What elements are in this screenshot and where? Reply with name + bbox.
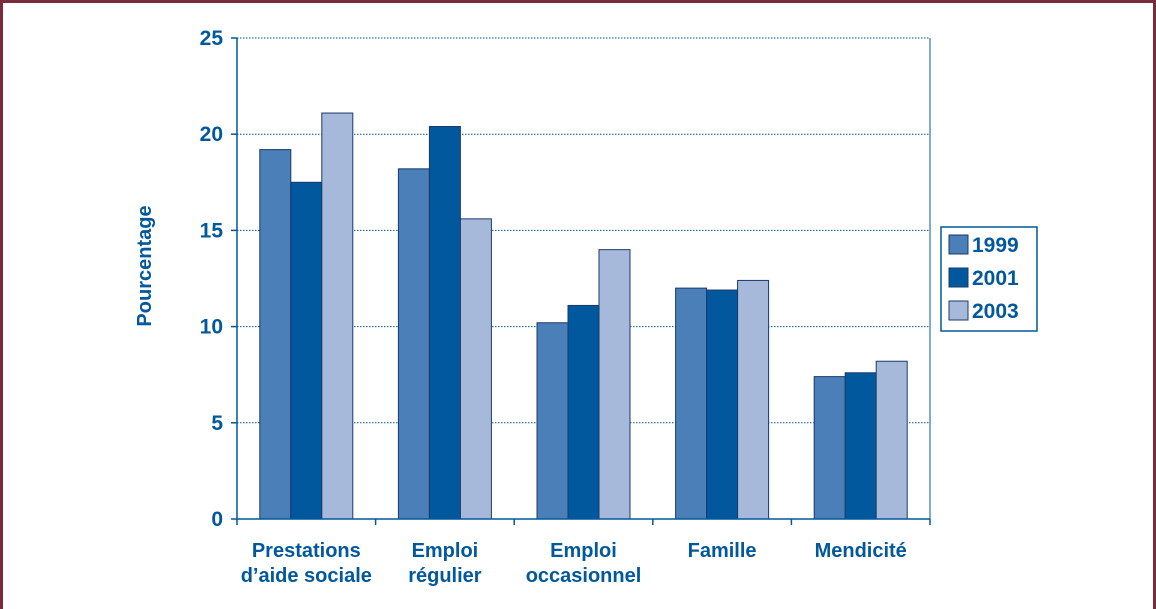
bar-1999-1 <box>397 168 430 520</box>
y-tick-label: 25 <box>200 27 224 50</box>
bar-2001-1 <box>428 126 461 520</box>
bar-1999-0 <box>259 149 292 520</box>
x-category-label: d’aide sociale <box>241 565 372 587</box>
bar-2001-2 <box>567 304 600 520</box>
legend-label-1999: 1999 <box>972 234 1019 257</box>
x-category-label: Mendicité <box>815 540 907 562</box>
bar-1999-4 <box>813 376 846 520</box>
x-category-label: Famille <box>688 540 757 562</box>
legend-label-2003: 2003 <box>972 300 1019 323</box>
x-category-label: occasionnel <box>526 565 642 587</box>
x-category-label: Emploi <box>550 540 617 562</box>
legend-swatch-2001 <box>948 267 969 288</box>
bar-2003-2 <box>598 249 631 520</box>
x-category-label: régulier <box>408 565 482 587</box>
y-tick-label: 0 <box>211 508 223 531</box>
legend-swatch-2003 <box>948 300 969 321</box>
bar-2003-3 <box>737 279 770 520</box>
bar-2001-3 <box>706 289 739 520</box>
x-category-label: Prestations <box>252 540 361 562</box>
bar-2003-4 <box>875 360 908 520</box>
y-tick-label: 15 <box>200 219 224 242</box>
bar-1999-2 <box>536 322 569 520</box>
legend-swatch-1999 <box>948 234 969 255</box>
y-tick-labels: 0 5 10 15 20 25 <box>200 27 224 531</box>
y-tick-label: 5 <box>211 412 223 435</box>
legend-label-2001: 2001 <box>972 267 1019 290</box>
legend: 1999 2001 2003 <box>940 226 1038 332</box>
bar-2001-0 <box>290 181 323 520</box>
bar-2003-0 <box>321 112 354 520</box>
x-category-label: Emploi <box>412 540 479 562</box>
bar-1999-3 <box>675 287 708 520</box>
bars <box>259 112 908 520</box>
axes <box>231 37 931 525</box>
bar-2003-1 <box>459 218 492 520</box>
y-axis-title: Pourcentage <box>134 205 156 326</box>
x-category-labels: Prestations d’aide sociale Emploi régulier E… <box>241 540 907 587</box>
y-tick-label: 10 <box>200 316 223 339</box>
y-tick-label: 20 <box>200 123 223 146</box>
bar-2001-4 <box>844 372 877 520</box>
